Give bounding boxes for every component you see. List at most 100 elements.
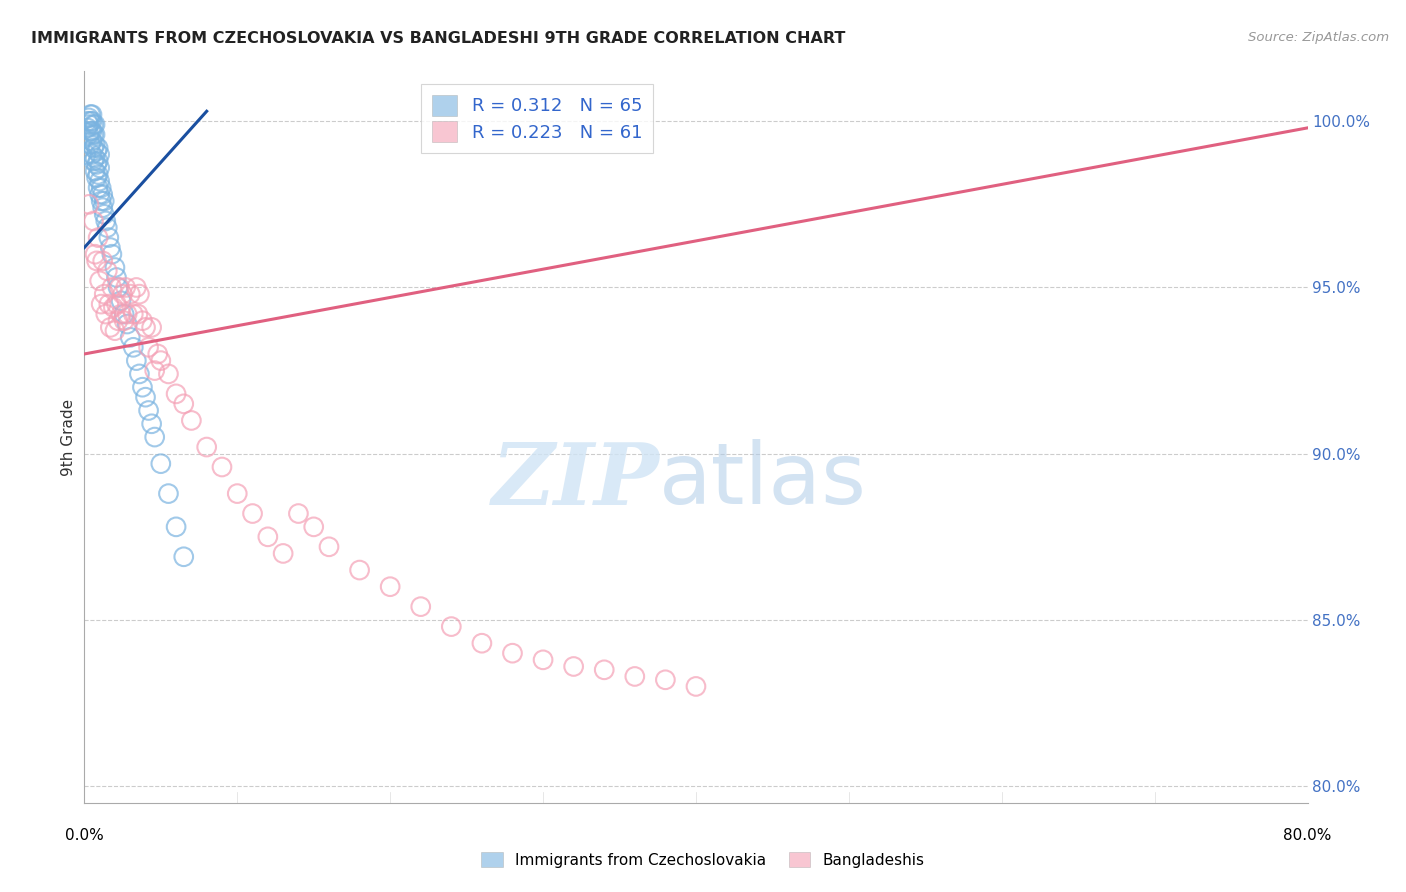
Point: [157, 486, 180, 500]
Text: 80.0%: 80.0%: [1284, 828, 1331, 843]
Point: [380, 580, 402, 594]
Point: [105, 297, 128, 311]
Point: [302, 520, 325, 534]
Point: [98, 320, 121, 334]
Point: [165, 387, 187, 401]
Point: [107, 314, 129, 328]
Point: [143, 430, 166, 444]
Point: [91, 201, 114, 215]
Point: [83, 118, 105, 132]
Point: [165, 520, 187, 534]
Text: 0.0%: 0.0%: [65, 828, 104, 843]
Point: [131, 380, 153, 394]
Point: [409, 599, 432, 614]
Point: [84, 137, 107, 152]
Point: [89, 187, 111, 202]
Text: Source: ZipAtlas.com: Source: ZipAtlas.com: [1249, 31, 1389, 45]
Point: [349, 563, 371, 577]
Point: [287, 507, 309, 521]
Point: [149, 457, 172, 471]
Point: [110, 293, 132, 308]
Point: [195, 440, 218, 454]
Point: [80, 134, 103, 148]
Point: [77, 118, 100, 132]
Point: [105, 270, 128, 285]
Point: [125, 280, 148, 294]
Point: [111, 287, 134, 301]
Point: [79, 107, 101, 121]
Point: [173, 549, 195, 564]
Point: [103, 301, 125, 315]
Point: [112, 314, 135, 328]
Point: [89, 274, 111, 288]
Point: [257, 530, 280, 544]
Point: [84, 164, 107, 178]
Point: [86, 170, 108, 185]
Point: [83, 214, 105, 228]
Point: [624, 669, 647, 683]
Point: [87, 154, 110, 169]
Point: [115, 307, 138, 321]
Point: [242, 507, 264, 521]
Point: [89, 147, 111, 161]
Point: [122, 307, 145, 321]
Point: [122, 340, 145, 354]
Point: [80, 147, 103, 161]
Point: [87, 141, 110, 155]
Point: [112, 307, 135, 321]
Point: [84, 128, 107, 142]
Text: ZIP: ZIP: [492, 439, 659, 523]
Point: [101, 280, 124, 294]
Point: [86, 253, 108, 268]
Point: [91, 253, 114, 268]
Point: [135, 320, 157, 334]
Point: [110, 307, 132, 321]
Point: [146, 347, 169, 361]
Point: [125, 353, 148, 368]
Point: [84, 247, 107, 261]
Point: [87, 230, 110, 244]
Point: [90, 194, 112, 208]
Point: [84, 151, 107, 165]
Point: [76, 120, 98, 135]
Point: [502, 646, 524, 660]
Point: [593, 663, 616, 677]
Point: [96, 220, 118, 235]
Point: [318, 540, 340, 554]
Point: [91, 187, 114, 202]
Point: [271, 546, 294, 560]
Point: [114, 280, 136, 294]
Point: [135, 390, 157, 404]
Point: [89, 174, 111, 188]
Point: [157, 367, 180, 381]
Point: [120, 330, 142, 344]
Point: [654, 673, 676, 687]
Point: [89, 161, 111, 175]
Point: [97, 230, 120, 244]
Point: [90, 180, 112, 194]
Point: [180, 413, 202, 427]
Point: [120, 287, 142, 301]
Text: atlas: atlas: [659, 440, 868, 523]
Point: [138, 403, 160, 417]
Point: [86, 144, 108, 158]
Point: [77, 128, 100, 142]
Point: [471, 636, 494, 650]
Legend: R = 0.312   N = 65, R = 0.223   N = 61: R = 0.312 N = 65, R = 0.223 N = 61: [420, 84, 652, 153]
Point: [531, 653, 554, 667]
Point: [108, 280, 131, 294]
Point: [94, 214, 117, 228]
Point: [84, 118, 107, 132]
Point: [77, 197, 100, 211]
Point: [77, 111, 100, 125]
Point: [79, 124, 101, 138]
Point: [128, 287, 150, 301]
Point: [79, 114, 101, 128]
Point: [127, 307, 149, 321]
Point: [94, 307, 117, 321]
Point: [562, 659, 585, 673]
Point: [87, 168, 110, 182]
Point: [79, 137, 101, 152]
Point: [101, 247, 124, 261]
Point: [440, 619, 463, 633]
